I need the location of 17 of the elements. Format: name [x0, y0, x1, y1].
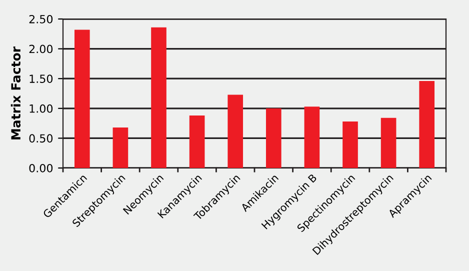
y-tick-label: 2.50: [29, 14, 53, 24]
y-tick-label: 0.50: [29, 134, 53, 143]
y-tick-label: 0.00: [29, 164, 53, 172]
bar: [380, 118, 396, 168]
bar: [228, 94, 244, 168]
bar: [112, 127, 128, 168]
bar: [266, 108, 282, 168]
bar: [419, 80, 435, 168]
y-tick-label: 1.00: [30, 104, 53, 113]
y-tick-label: 1.50: [30, 74, 53, 83]
y-tick-label: 2.00: [29, 44, 53, 54]
bar: [342, 122, 358, 168]
y-axis-title: Matrix Factor: [10, 46, 21, 140]
bar: [189, 116, 205, 168]
bar: [74, 30, 90, 168]
bar: [304, 106, 320, 168]
bar: [151, 27, 166, 168]
